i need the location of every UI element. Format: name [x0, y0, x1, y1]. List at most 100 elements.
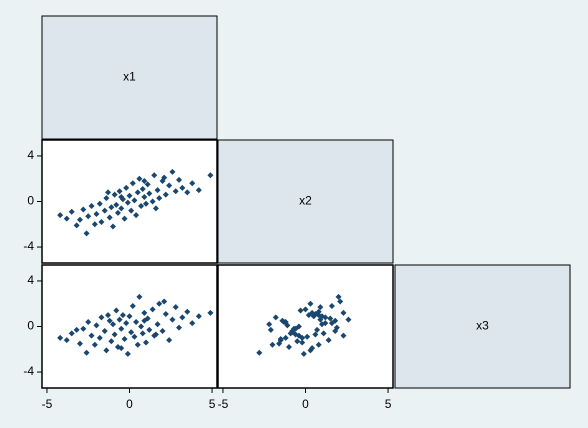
- point: [154, 187, 161, 194]
- point: [317, 304, 324, 311]
- point: [139, 185, 146, 192]
- plot-area: [217, 264, 394, 389]
- variable-label: x3: [476, 319, 489, 333]
- point: [256, 349, 263, 356]
- y-tick-label: 0: [27, 194, 34, 208]
- point: [340, 332, 347, 339]
- point: [309, 345, 316, 352]
- point: [109, 223, 116, 230]
- point: [269, 341, 276, 348]
- point: [118, 325, 125, 332]
- point: [68, 330, 75, 337]
- point: [136, 175, 143, 182]
- point: [88, 203, 95, 210]
- point: [277, 336, 284, 343]
- point: [80, 206, 87, 213]
- point: [319, 321, 326, 328]
- x-tick-label: -5: [218, 397, 229, 411]
- point: [113, 307, 120, 314]
- y-tick-label: 0: [27, 319, 34, 333]
- point: [121, 215, 128, 222]
- x-tick-label: 5: [385, 397, 392, 411]
- point: [276, 340, 283, 347]
- point: [146, 190, 153, 197]
- point: [335, 293, 342, 300]
- point: [131, 197, 138, 204]
- point: [315, 312, 322, 319]
- point: [267, 326, 274, 333]
- point: [101, 328, 108, 335]
- x-tick-label: 5: [209, 397, 216, 411]
- point: [139, 330, 146, 337]
- point: [304, 333, 311, 340]
- point: [176, 324, 183, 331]
- variable-label: x1: [123, 70, 136, 84]
- point: [325, 337, 332, 344]
- point: [159, 328, 166, 335]
- point: [105, 312, 112, 319]
- y-tick-label: 4: [27, 273, 34, 287]
- point: [106, 317, 113, 324]
- point: [337, 298, 344, 305]
- point: [118, 345, 125, 352]
- point: [195, 187, 202, 194]
- point: [285, 344, 292, 350]
- point: [320, 330, 327, 337]
- point: [152, 331, 159, 338]
- point: [134, 189, 141, 196]
- point: [85, 318, 92, 325]
- point: [124, 350, 131, 357]
- x-tick-label: 0: [126, 397, 133, 411]
- variable-label: x2: [299, 194, 312, 208]
- point: [128, 329, 135, 336]
- point: [141, 178, 148, 184]
- point: [176, 176, 183, 183]
- y-tick-label: 4: [27, 148, 34, 162]
- point: [111, 331, 118, 338]
- point: [103, 347, 110, 354]
- point: [73, 222, 80, 229]
- point: [161, 174, 168, 181]
- point: [106, 214, 113, 221]
- point: [131, 333, 138, 340]
- point: [333, 324, 340, 331]
- point: [133, 318, 140, 325]
- point: [315, 341, 322, 348]
- point: [161, 298, 168, 305]
- point: [63, 337, 70, 344]
- point: [162, 310, 169, 317]
- point: [340, 309, 347, 316]
- point: [73, 326, 80, 333]
- point: [138, 203, 145, 210]
- point: [149, 306, 156, 313]
- point: [108, 338, 115, 345]
- point: [282, 318, 289, 325]
- point: [315, 308, 322, 315]
- point: [91, 221, 98, 228]
- point: [272, 314, 279, 321]
- plot-area: [41, 264, 218, 389]
- point: [93, 211, 100, 218]
- point: [109, 321, 116, 328]
- point: [118, 193, 125, 200]
- point: [292, 331, 299, 338]
- point: [146, 326, 153, 333]
- point: [116, 316, 123, 323]
- point: [143, 200, 150, 207]
- diagonal-cell: [394, 264, 571, 389]
- point: [133, 212, 140, 219]
- point: [91, 341, 98, 348]
- point: [299, 339, 306, 346]
- point: [85, 213, 92, 220]
- point: [57, 334, 64, 341]
- point: [96, 334, 103, 341]
- point: [332, 317, 339, 324]
- point: [207, 309, 214, 316]
- point: [143, 339, 150, 346]
- point: [314, 326, 321, 333]
- y-tick-label: -4: [23, 239, 34, 253]
- point: [123, 184, 130, 191]
- point: [297, 307, 304, 314]
- point: [172, 188, 179, 195]
